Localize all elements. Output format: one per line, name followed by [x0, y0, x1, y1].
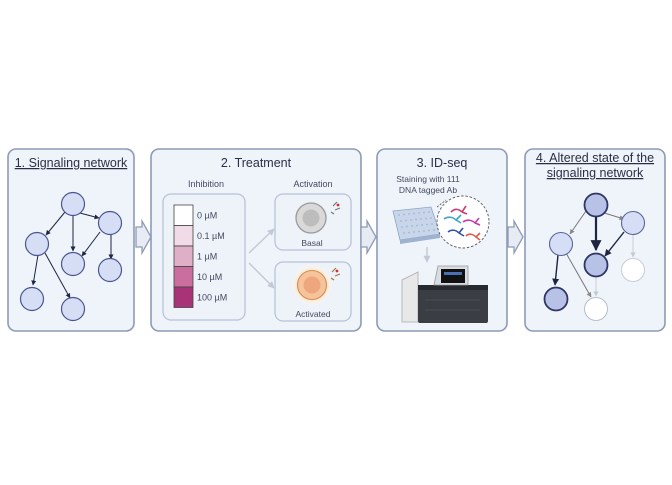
concentration-label: 1 µM [197, 252, 217, 262]
activated-label: Activated [296, 309, 331, 319]
antibody-zoom-icon [436, 195, 490, 249]
concentration-swatch [173, 266, 194, 288]
panel-id-seq: 3. ID-seq Staining with 111 DNA tagged A… [376, 148, 508, 332]
concentration-swatch [173, 225, 194, 247]
network-1-nodes [19, 191, 123, 322]
concentration-label: 100 µM [197, 293, 227, 303]
flow-arrow-3 [507, 218, 524, 256]
panel-1-title: 1. Signaling network [15, 156, 128, 170]
activated-cell-icon [292, 265, 341, 305]
panel-altered-state: 4. Altered state of the signaling networ… [524, 148, 666, 332]
network-4-nodes [543, 192, 646, 321]
panel-signaling-network: 1. Signaling network [7, 148, 135, 332]
inhibition-label: Inhibition [188, 179, 224, 189]
basal-label: Basal [301, 238, 322, 248]
concentration-swatch [173, 204, 194, 226]
panel-2-title: 2. Treatment [221, 156, 292, 170]
activation-label: Activation [293, 179, 332, 189]
panel-1-frame [7, 148, 135, 332]
network-1-edges [31, 211, 114, 299]
panel-3-title: 3. ID-seq [417, 156, 468, 170]
network-4-edges [552, 210, 636, 298]
staining-caption-line1: Staining with 111 [396, 174, 460, 184]
flow-arrow-2 [360, 218, 377, 256]
sequencer-icon [401, 265, 488, 323]
concentration-swatch [173, 286, 194, 308]
concentration-label: 10 µM [197, 272, 222, 282]
concentration-label: 0 µM [197, 211, 217, 221]
flow-arrow-1 [135, 218, 152, 256]
basal-cell-icon [295, 201, 341, 234]
panel-4-title-line2: signaling network [547, 166, 644, 180]
concentration-swatch [173, 245, 194, 267]
well-plate-icon [392, 206, 441, 244]
panel-treatment: 2. Treatment Inhibition Activation 0 µM … [150, 148, 362, 332]
concentration-label: 0.1 µM [197, 231, 225, 241]
concentration-scale: 0 µM 0.1 µM 1 µM 10 µM 100 µM [173, 204, 227, 308]
branch-arrows [248, 228, 275, 289]
panel-4-title-line1: 4. Altered state of the [536, 151, 654, 165]
staining-caption-line2: DNA tagged Ab [399, 185, 457, 195]
